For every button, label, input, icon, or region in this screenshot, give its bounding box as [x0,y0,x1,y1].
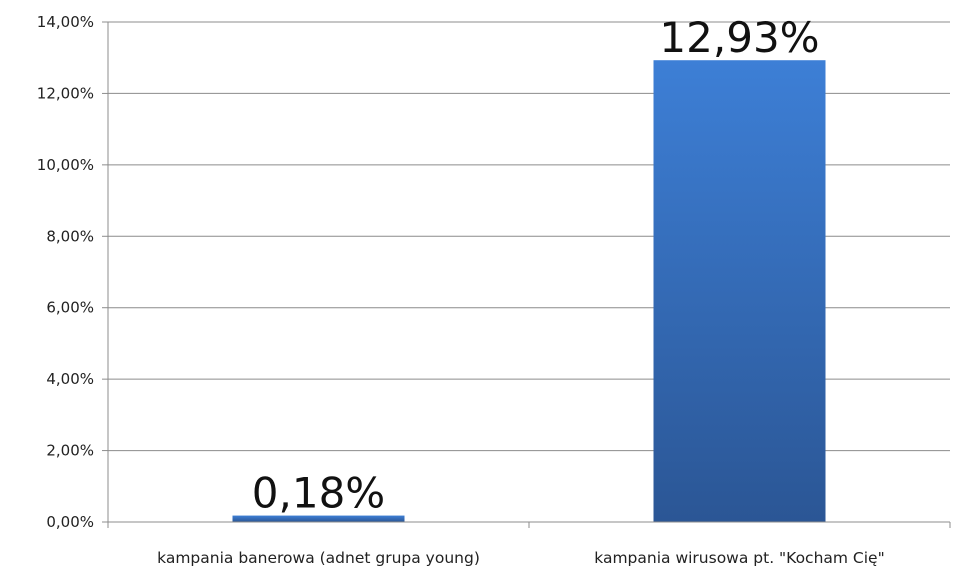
bars [232,60,826,522]
y-tick-label: 10,00% [37,156,94,174]
y-tick-label: 8,00% [46,227,94,245]
axes [107,22,951,528]
y-tick-label: 2,00% [46,442,94,460]
data-label: 12,93% [659,13,819,62]
y-tick-label: 12,00% [37,84,94,102]
y-tick-label: 0,00% [46,513,94,531]
bar [232,515,405,522]
data-labels: 0,18% 12,93% [252,13,820,517]
bar [653,60,826,522]
x-axis-category-labels: kampania banerowa (adnet grupa young) kam… [157,549,885,567]
data-label: 0,18% [252,469,385,518]
x-category-label: kampania wirusowa pt. "Kocham Cię" [594,549,884,567]
y-tick-label: 6,00% [46,299,94,317]
y-axis-tick-labels: 0,00% 2,00% 4,00% 6,00% 8,00% 10,00% 12,00% 14,… [37,13,108,531]
gridlines [108,21,950,452]
x-category-label: kampania banerowa (adnet grupa young) [157,549,480,567]
y-tick-label: 4,00% [46,370,94,388]
y-tick-label: 14,00% [37,13,94,31]
